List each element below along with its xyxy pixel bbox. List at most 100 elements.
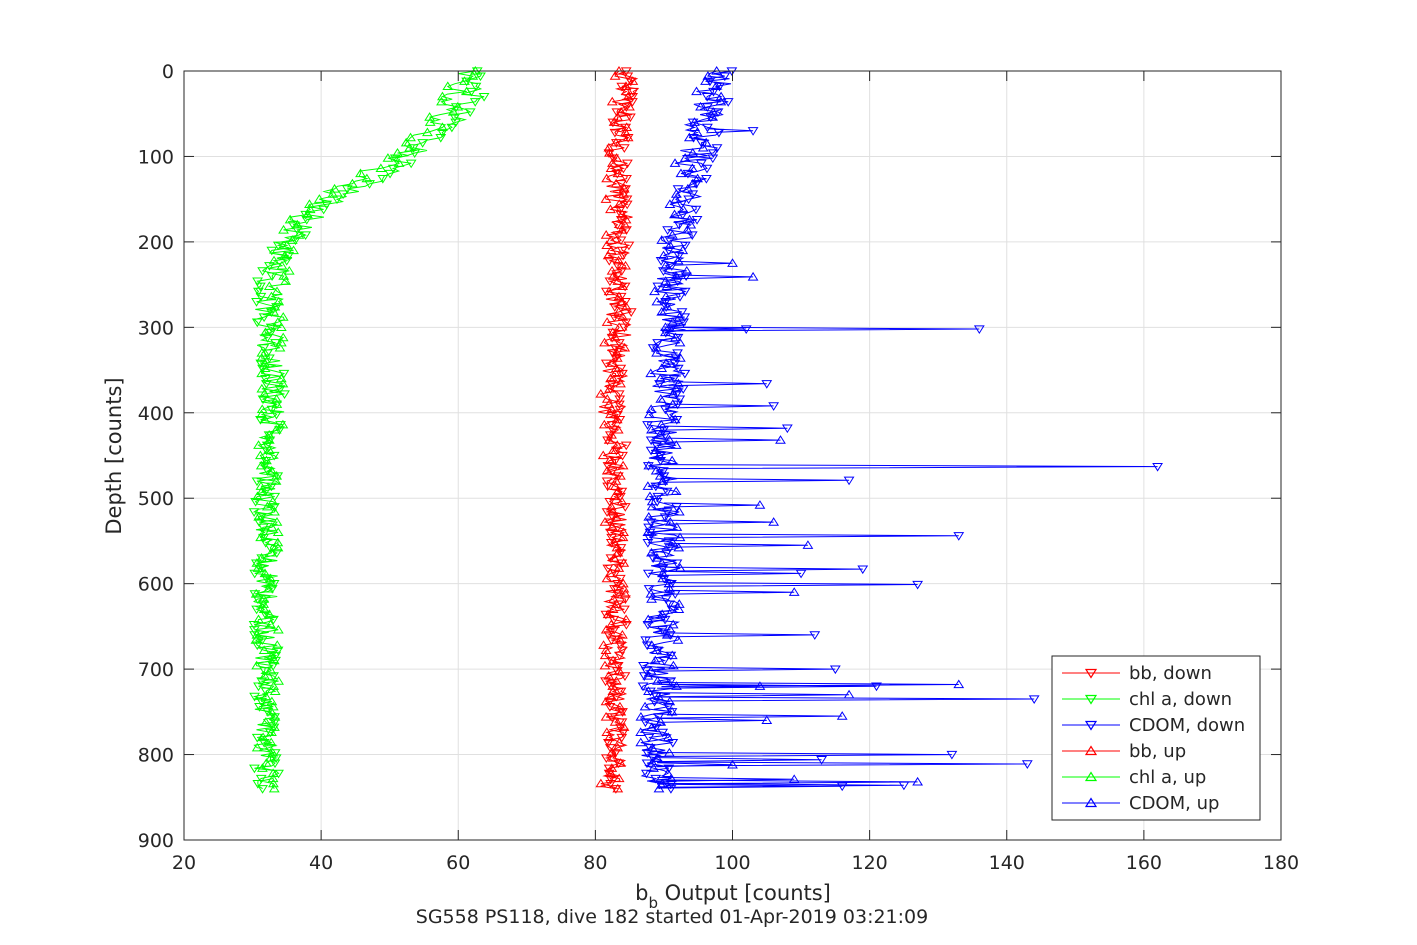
x-axis-label: bb Output [counts] (635, 881, 831, 912)
series-marker (318, 205, 330, 215)
series-marker (622, 159, 633, 169)
series-marker (620, 595, 631, 605)
x-tick-label: 60 (446, 852, 470, 874)
series-marker (667, 738, 679, 748)
series-marker (613, 665, 625, 675)
series-marker (635, 737, 647, 747)
series-marker (625, 308, 637, 317)
series-marker (607, 686, 619, 695)
series-marker (255, 774, 267, 784)
series-marker (603, 286, 615, 296)
series-marker (671, 390, 683, 399)
series-marker (286, 235, 298, 244)
series-marker (664, 517, 676, 526)
series-marker (608, 626, 620, 635)
series-marker (257, 732, 269, 742)
y-tick-label: 0 (162, 61, 174, 83)
series-marker (605, 204, 616, 214)
series-marker (672, 349, 683, 358)
series-marker (270, 476, 282, 485)
series-marker (613, 306, 625, 316)
series-marker (603, 435, 615, 444)
series-marker (251, 733, 263, 743)
series-marker (612, 374, 624, 384)
series-marker (600, 754, 612, 763)
series-marker (655, 419, 667, 429)
series-marker (603, 670, 615, 680)
legend-item: bb, up (1062, 741, 1186, 762)
y-tick-label: 200 (138, 232, 174, 254)
spike-line (657, 776, 795, 782)
series-marker (650, 465, 662, 475)
spike-line (663, 542, 808, 548)
series-marker (606, 522, 618, 531)
series-marker (269, 722, 280, 731)
series-marker (622, 72, 634, 82)
series-marker (647, 344, 659, 353)
series-marker (666, 262, 678, 271)
series-marker (674, 312, 685, 321)
series-marker (269, 506, 280, 516)
series-marker (648, 763, 659, 772)
series-marker (671, 681, 682, 690)
spike-line (674, 260, 733, 266)
spike-marker (727, 759, 738, 769)
spike-marker (871, 682, 882, 692)
series-marker (272, 527, 284, 537)
legend-label: chl a, down (1129, 689, 1232, 710)
series-marker (620, 621, 632, 630)
series-marker (259, 414, 271, 424)
series-marker (268, 451, 280, 461)
series-marker (673, 599, 685, 608)
series-marker (293, 230, 305, 239)
series-marker (612, 590, 624, 599)
series-marker (617, 312, 629, 321)
series-marker (692, 173, 703, 183)
series-marker (702, 123, 713, 133)
legend-label: bb, down (1129, 663, 1212, 684)
spike-line (663, 533, 959, 539)
series-marker (614, 574, 626, 584)
series-3 (595, 66, 639, 793)
series-marker (614, 405, 626, 415)
series-marker (695, 101, 706, 111)
series-marker (253, 518, 265, 528)
series-marker (618, 605, 630, 615)
series-marker (681, 224, 693, 234)
series-marker (266, 272, 278, 282)
series-marker (271, 471, 283, 480)
series-marker (622, 132, 634, 142)
series-marker (653, 450, 665, 460)
series-marker (600, 230, 612, 239)
series-marker (598, 419, 610, 429)
series-marker (254, 450, 266, 460)
series-marker (600, 696, 612, 706)
series-marker (271, 286, 283, 296)
series-marker (651, 296, 663, 306)
series-marker (265, 706, 277, 716)
series-marker (664, 199, 676, 208)
series-marker (616, 733, 628, 743)
series-marker (617, 281, 628, 290)
series-marker (269, 711, 281, 721)
series-marker (610, 178, 622, 188)
series-marker (607, 681, 619, 690)
spike-marker (836, 711, 848, 720)
series-marker (656, 306, 668, 316)
series-marker (656, 558, 668, 567)
spike-marker (781, 424, 793, 434)
spike-marker (843, 476, 855, 486)
series-marker (260, 717, 272, 726)
series-marker (610, 476, 622, 485)
series-marker (677, 210, 689, 220)
series-marker (646, 424, 657, 434)
legend-label: CDOM, down (1129, 715, 1245, 736)
series-marker (255, 292, 267, 302)
series-marker (597, 450, 609, 460)
series-marker (663, 246, 675, 256)
series-marker (389, 154, 401, 164)
series-marker (265, 619, 276, 629)
series-marker (599, 337, 610, 347)
series-marker (621, 200, 633, 210)
series-marker (609, 344, 621, 353)
